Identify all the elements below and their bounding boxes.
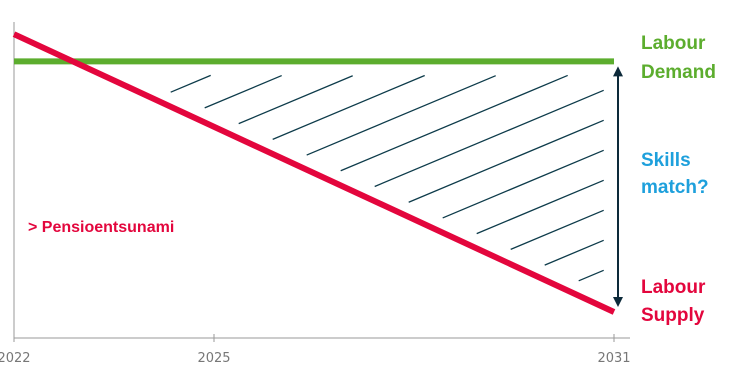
hatch-line bbox=[272, 74, 425, 140]
x-tick-label: 2025 bbox=[197, 351, 230, 366]
hatch-line bbox=[578, 269, 604, 282]
annotation-note: > Pensioentsunami bbox=[28, 219, 174, 236]
hatch-line bbox=[170, 74, 211, 93]
hatch-line bbox=[544, 239, 604, 266]
hatch-line bbox=[374, 89, 604, 188]
hatch-line bbox=[204, 74, 282, 109]
hatch-line bbox=[476, 179, 604, 235]
hatch-line bbox=[510, 209, 604, 250]
x-tick-label: 2031 bbox=[597, 351, 630, 366]
hatch-line bbox=[408, 119, 604, 203]
x-tick-label: 2022 bbox=[0, 351, 31, 366]
hatch-line bbox=[442, 149, 604, 219]
series-line-labour-supply bbox=[12, 31, 616, 315]
hatch-line bbox=[238, 75, 353, 125]
label-demand-line1: Labour bbox=[641, 33, 706, 54]
gap-hatching bbox=[170, 74, 604, 282]
label-demand-line2: Demand bbox=[641, 62, 716, 83]
hatch-line bbox=[340, 74, 568, 172]
hatch-line bbox=[306, 75, 496, 156]
label-gap-line1: Skills bbox=[641, 150, 691, 171]
label-gap-line2: match? bbox=[641, 177, 709, 198]
label-supply-line1: Labour bbox=[641, 277, 706, 298]
label-supply-line2: Supply bbox=[641, 305, 705, 326]
